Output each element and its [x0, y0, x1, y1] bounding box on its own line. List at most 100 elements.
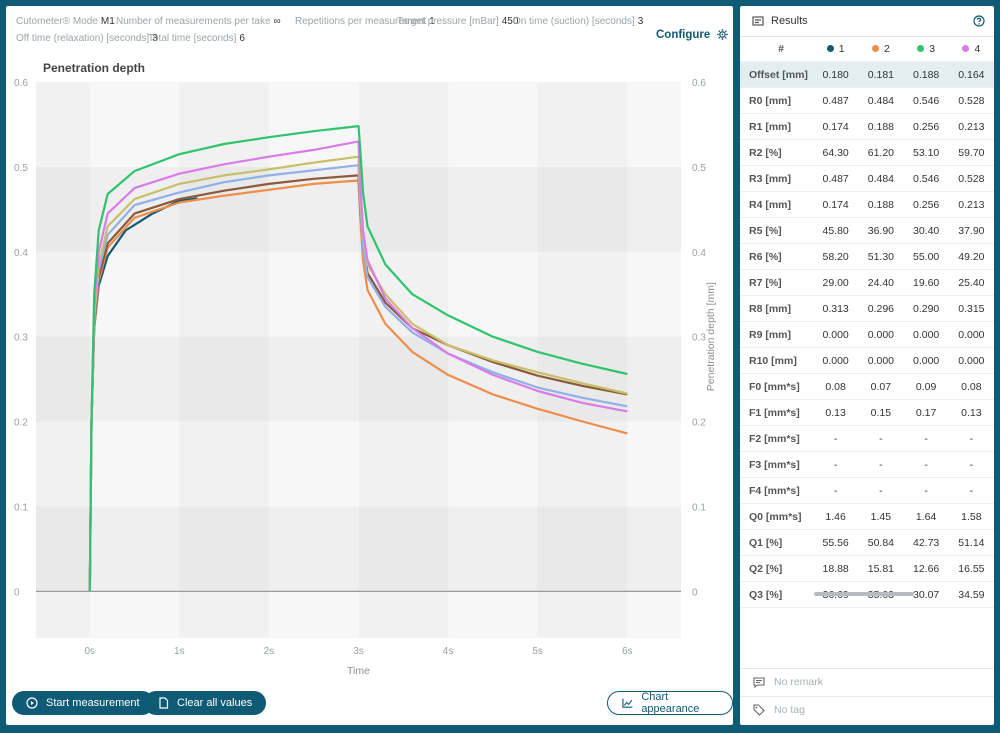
table-cell: 49.20 [948, 243, 994, 270]
table-cell: 0.487 [813, 87, 859, 114]
table-cell: 0.09 [903, 373, 949, 400]
table-cell: 1.46 [813, 503, 859, 530]
table-cell: - [858, 451, 904, 478]
grid-band [36, 82, 90, 638]
table-cell: 0.000 [948, 321, 994, 348]
table-cell: - [903, 451, 949, 478]
row-label: R1 [mm] [740, 113, 813, 140]
measurement-panel: Cutometer® Mode M1 Number of measurements … [6, 6, 733, 725]
table-cell: 53.10 [903, 139, 949, 166]
help-icon[interactable] [973, 15, 985, 27]
param-value: 3 [637, 16, 644, 27]
series-dot-icon [962, 45, 970, 53]
table-row[interactable]: R6 [%] 58.20 51.30 55.00 49.20 [740, 243, 994, 270]
table-row[interactable]: F4 [mm*s] - - - - [740, 477, 994, 504]
param-label: Target pressure [mBar] [397, 16, 499, 27]
clear-all-values-label: Clear all values [177, 697, 253, 709]
chart-icon [622, 698, 633, 708]
table-cell: 37.90 [948, 217, 994, 244]
column-header-3[interactable]: 3 [903, 36, 949, 62]
table-cell: 0.256 [903, 113, 949, 140]
table-cell: 58.20 [813, 243, 859, 270]
table-row[interactable]: R0 [mm] 0.487 0.484 0.546 0.528 [740, 87, 994, 114]
chart-appearance-button[interactable]: Chart appearance [607, 691, 733, 715]
configure-button[interactable]: Configure [656, 28, 729, 41]
column-header-2[interactable]: 2 [858, 36, 904, 62]
clear-all-values-button[interactable]: Clear all values [144, 691, 267, 715]
table-row[interactable]: Q1 [%] 55.56 50.84 42.73 51.14 [740, 529, 994, 556]
table-cell: 12.66 [903, 555, 949, 582]
table-row[interactable]: Offset [mm] 0.180 0.181 0.188 0.164 [740, 61, 994, 88]
table-row[interactable]: R9 [mm] 0.000 0.000 0.000 0.000 [740, 321, 994, 348]
row-label: R3 [mm] [740, 165, 813, 192]
row-label: R7 [%] [740, 269, 813, 296]
series-dot-icon [871, 45, 879, 53]
table-cell: - [948, 477, 994, 504]
column-header-4[interactable]: 4 [948, 36, 994, 62]
table-cell: 0.315 [948, 295, 994, 322]
table-row[interactable]: F2 [mm*s] - - - - [740, 425, 994, 452]
table-cell: 55.56 [813, 529, 859, 556]
table-row[interactable]: R4 [mm] 0.174 0.188 0.256 0.213 [740, 191, 994, 218]
table-row[interactable]: R1 [mm] 0.174 0.188 0.256 0.213 [740, 113, 994, 140]
table-row[interactable]: R8 [mm] 0.313 0.296 0.290 0.315 [740, 295, 994, 322]
table-cell: 18.88 [813, 555, 859, 582]
table-cell: 42.73 [903, 529, 949, 556]
tag-field[interactable]: No tag [740, 696, 994, 723]
table-cell: 1.45 [858, 503, 904, 530]
table-cell: 0.188 [858, 113, 904, 140]
table-cell: 0.213 [948, 113, 994, 140]
table-cell: 0.256 [903, 191, 949, 218]
param-value: ∞ [273, 16, 281, 27]
table-cell: 0.13 [948, 399, 994, 426]
horizontal-scrollbar[interactable] [814, 592, 914, 596]
chart-title: Penetration depth [43, 61, 146, 75]
start-measurement-button[interactable]: Start measurement [12, 691, 154, 715]
table-row[interactable]: Q2 [%] 18.88 15.81 12.66 16.55 [740, 555, 994, 582]
row-label: Offset [mm] [740, 61, 813, 88]
table-row[interactable]: R5 [%] 45.80 36.90 30.40 37.90 [740, 217, 994, 244]
row-label: R9 [mm] [740, 321, 813, 348]
table-cell: 0.528 [948, 87, 994, 114]
param-5: Off time (relaxation) [seconds] 3 [16, 33, 158, 44]
table-cell: - [813, 451, 859, 478]
table-cell: 51.14 [948, 529, 994, 556]
param-6: Total time [seconds] 6 [148, 33, 245, 44]
table-cell: 24.40 [858, 269, 904, 296]
table-row[interactable]: R7 [%] 29.00 24.40 19.60 25.40 [740, 269, 994, 296]
y-tick-label-right: 0.5 [692, 163, 706, 174]
column-header-1[interactable]: 1 [813, 36, 859, 62]
remark-field[interactable]: No remark [740, 668, 994, 695]
table-row[interactable]: R10 [mm] 0.000 0.000 0.000 0.000 [740, 347, 994, 374]
param-value: M1 [100, 16, 115, 27]
table-row[interactable]: F0 [mm*s] 0.08 0.07 0.09 0.08 [740, 373, 994, 400]
table-row[interactable]: Q0 [mm*s] 1.46 1.45 1.64 1.58 [740, 503, 994, 530]
table-cell: - [948, 451, 994, 478]
series-line-7 [88, 125, 628, 592]
y-tick-label-left: 0.3 [14, 333, 28, 344]
table-cell: 29.00 [813, 269, 859, 296]
table-cell: 0.528 [948, 165, 994, 192]
series-dot-icon [917, 45, 925, 53]
grid-band [538, 82, 628, 638]
table-cell: 0.487 [813, 165, 859, 192]
table-cell: - [813, 425, 859, 452]
penetration-depth-chart: 0 0 0.1 0.1 0.2 0.2 0.3 0.3 0.4 0.4 0.5 0.5 0.6 0.6 0s… [14, 78, 717, 677]
clear-document-icon [159, 697, 169, 709]
table-row[interactable]: R2 [%] 64.30 61.20 53.10 59.70 [740, 139, 994, 166]
table-cell: - [948, 425, 994, 452]
table-cell: 55.00 [903, 243, 949, 270]
comment-icon [753, 676, 765, 688]
table-row[interactable]: F3 [mm*s] - - - - [740, 451, 994, 478]
param-label: Number of measurements per take [116, 16, 271, 27]
table-cell: 0.000 [813, 347, 859, 374]
table-row[interactable]: F1 [mm*s] 0.13 0.15 0.17 0.13 [740, 399, 994, 426]
table-cell: 0.296 [858, 295, 904, 322]
table-row[interactable]: R3 [mm] 0.487 0.484 0.546 0.528 [740, 165, 994, 192]
y-tick-label-right: 0.6 [692, 78, 706, 89]
row-label: F1 [mm*s] [740, 399, 813, 426]
param-label: Off time (relaxation) [seconds] [16, 33, 150, 44]
column-label: 2 [883, 42, 890, 55]
param-value: 450 [501, 16, 519, 27]
row-label: F3 [mm*s] [740, 451, 813, 478]
